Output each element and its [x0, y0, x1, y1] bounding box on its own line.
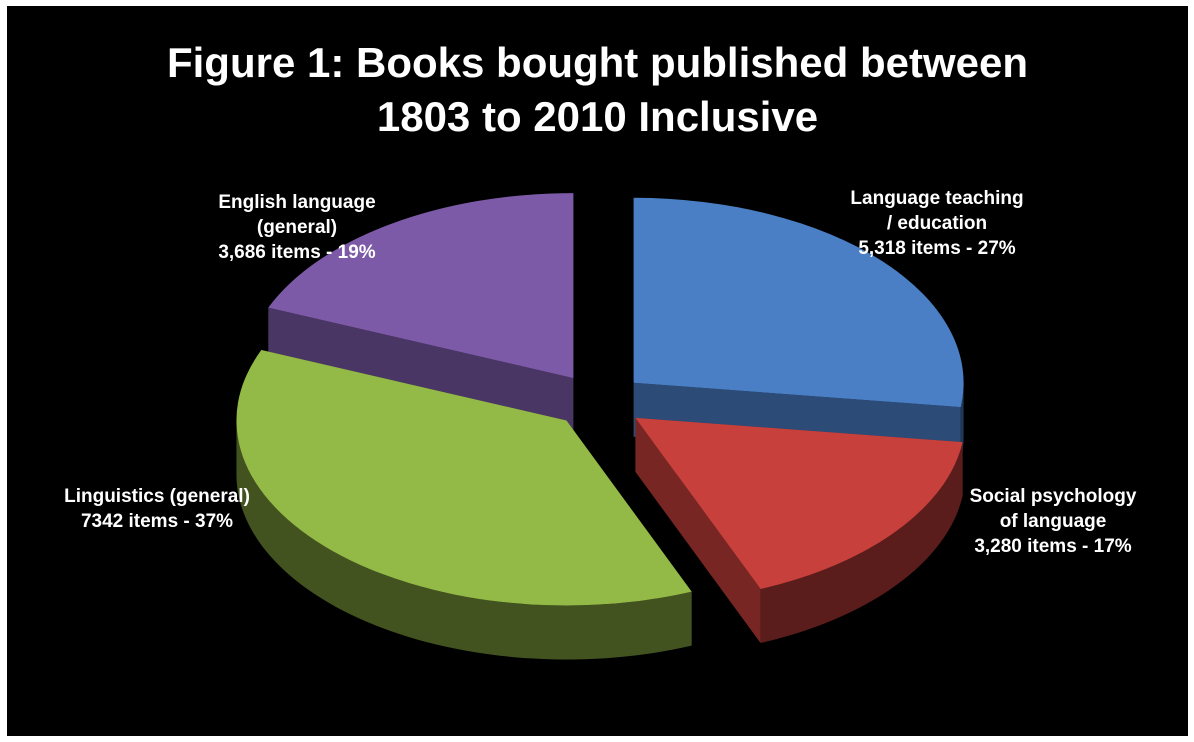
label-social-psychology-line-1: Social psychology	[969, 486, 1137, 507]
label-language-teaching-line-2: / education	[886, 213, 988, 234]
pie-slice-english-language-general	[268, 193, 574, 433]
slice-side-wall	[268, 307, 574, 433]
pie-slices	[236, 193, 964, 660]
label-linguistics-line-2: 7342 items - 37%	[80, 511, 234, 532]
label-english-language-line-2: (general)	[256, 217, 338, 238]
label-english-language-line-3: 3,686 items - 19%	[218, 242, 376, 263]
chart-title-line-1: Figure 1: Books bought published between	[166, 39, 1029, 86]
label-linguistics: Linguistics (general) 7342 items - 37%	[27, 484, 287, 534]
label-english-language-line-1: English language	[218, 192, 376, 213]
label-language-teaching: Language teaching / education 5,318 item…	[837, 186, 1037, 261]
slice-top-face	[236, 350, 692, 606]
slice-top-face	[635, 417, 963, 590]
slice-side-wall	[635, 417, 761, 644]
chart-title-line-2: 1803 to 2010 Inclusive	[376, 93, 819, 140]
slice-top-face	[633, 197, 964, 408]
label-language-teaching-line-1: Language teaching	[850, 188, 1024, 209]
pie-slice-social-psychology-of-language	[635, 417, 963, 644]
label-social-psychology-line-3: 3,280 items - 17%	[974, 536, 1132, 557]
slice-outer-wall	[236, 420, 692, 660]
label-language-teaching-line-3: 5,318 items - 27%	[858, 238, 1016, 259]
label-social-psychology-line-2: of language	[999, 511, 1107, 532]
pie-chart	[236, 193, 964, 660]
label-social-psychology: Social psychology of language 3,280 item…	[933, 484, 1173, 559]
label-linguistics-line-1: Linguistics (general)	[64, 486, 250, 507]
slice-outer-wall	[760, 442, 963, 644]
chart-title: Figure 1: Books bought published between…	[7, 36, 1188, 144]
chart-frame: Figure 1: Books bought published between…	[7, 6, 1188, 736]
slice-top-face	[268, 193, 574, 379]
slice-outer-wall	[960, 382, 964, 462]
label-english-language: English language (general) 3,686 items -…	[187, 190, 407, 265]
pie-slice-linguistics-general	[236, 350, 692, 660]
